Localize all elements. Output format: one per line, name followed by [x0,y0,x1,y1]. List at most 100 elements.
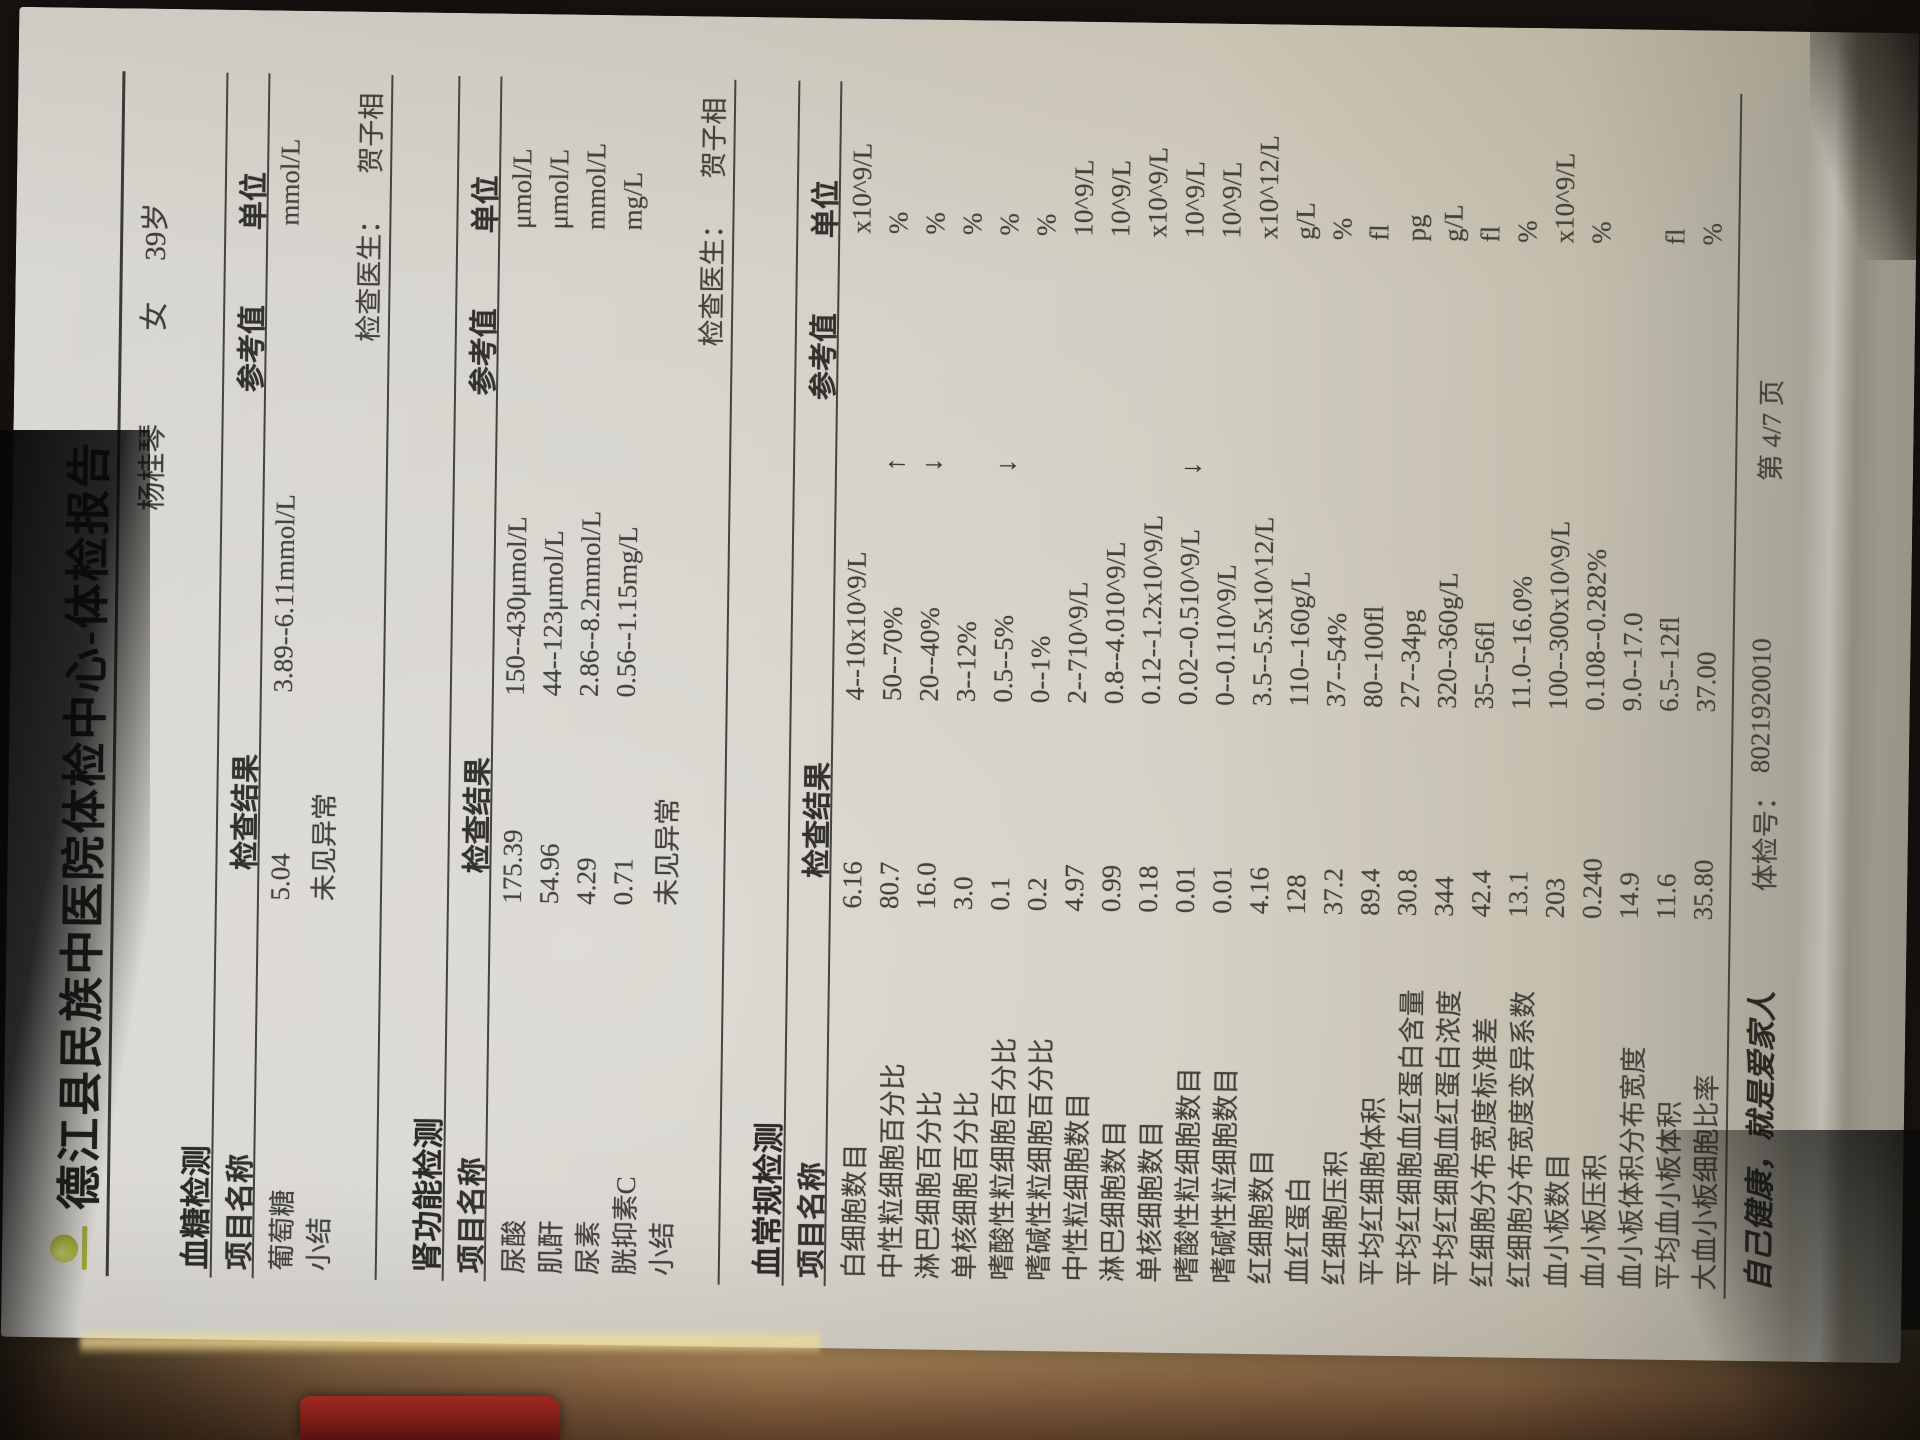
row-item-name: 平均红细胞体积 [1356,1096,1390,1287]
row-item-name: 血小板数目 [1541,1153,1574,1289]
row-result: 6.16 [836,861,868,909]
row-item-name: 尿素 [572,1220,604,1276]
row-result: 4.29 [570,857,602,906]
row-result: 175.39 [496,829,528,904]
exam-number-label: 体检号： [1750,783,1782,892]
row-item-name: 红细胞数目 [1245,1149,1278,1285]
row-reference: 2--710^9/L [1061,581,1094,704]
row-reference: 0.108--0.282% [1579,548,1612,712]
row-item-name: 嗜碱性粒细胞数目 [1208,1067,1242,1284]
summary-value: 未见异常 [308,792,341,902]
row-reference: 37.00 [1690,651,1722,713]
row-unit: g/L [1438,204,1469,243]
row-unit: x10^9/L [846,142,878,234]
row-reference: 0.8--4.010^9/L [1098,541,1132,705]
row-item-name: 葡萄糖 [266,1189,298,1271]
shadow-left [0,430,150,1440]
row-item-name: 嗜酸性粒细胞数目 [1171,1067,1205,1284]
row-result: 30.8 [1391,868,1423,917]
doctor-name: 贺子相 [699,97,731,179]
row-unit: % [994,212,1025,236]
row-result: 0.18 [1132,865,1164,913]
row-unit: μmol/L [543,148,575,230]
row-unit: μmol/L [506,148,538,230]
row-item-name: 淋巴细胞百分比 [912,1090,946,1280]
row-unit: 10^9/L [1068,159,1100,237]
row-reference: 3--12% [950,620,982,703]
row-reference: 0.12--1.2x10^9/L [1135,514,1169,705]
row-unit: x10^9/L [1549,152,1581,244]
row-item-name: 单核细胞数目 [1134,1120,1167,1283]
patient-sex: 女 [138,301,172,331]
row-unit: 10^9/L [1179,160,1211,239]
patient-age: 39岁 [139,202,173,261]
row-result: 0.01 [1206,866,1238,914]
row-result: 11.6 [1650,873,1682,921]
row-reference: 4--10x10^9/L [839,551,872,701]
row-result: 4.16 [1243,866,1275,915]
row-unit: pg [1401,214,1432,242]
row-reference: 35--56fl [1468,620,1500,710]
row-reference: 320--360g/L [1431,572,1464,710]
row-item-name: 嗜酸性粒细胞百分比 [986,1037,1021,1281]
row-unit: % [1512,220,1543,244]
row-reference: 9.0--17.0 [1616,612,1649,712]
row-reference: 2.86--8.2mmol/L [573,510,607,698]
red-object-on-table [300,1396,560,1440]
row-unit: fl [1660,228,1691,246]
row-unit: x10^12/L [1253,134,1285,240]
row-item-name: 胱抑素C [609,1176,642,1276]
abnormal-flag-arrow: ↓ [916,457,948,472]
report-paper: 德江县民族中医院体检中心-体检报告 杨桂琴 女 39岁 血糖检测项目名称检查结果… [0,6,1920,1364]
exam-number-value: 8021920010 [1744,637,1777,774]
row-unit: x10^9/L [1142,146,1174,238]
row-result: 0.2 [1021,877,1053,912]
row-result: 128 [1280,874,1312,915]
row-item-name: 白细胞数目 [838,1143,871,1279]
row-result: 344 [1428,876,1460,917]
row-result: 0.1 [984,876,1016,911]
row-result: 0.71 [607,857,639,906]
row-result: 14.9 [1613,871,1645,920]
paper-edge-highlight [80,1328,820,1354]
row-item-name: 淋巴细胞数目 [1097,1119,1130,1283]
row-reference: 20--40% [913,606,946,702]
row-item-name: 中性粒细胞数目 [1060,1092,1094,1282]
row-reference: 6.5--12fl [1653,616,1686,713]
row-unit: mmol/L [580,142,612,231]
doctor-label: 检查医生： [696,211,729,347]
row-item-name: 尿酸 [498,1219,530,1275]
row-reference: 0.56--1.15mg/L [610,526,644,698]
row-result: 16.0 [910,862,942,910]
row-reference: 80--100fl [1357,605,1390,708]
row-item-name: 肌酐 [535,1220,567,1275]
row-reference: 37--54% [1320,612,1353,708]
row-unit: % [920,211,951,235]
row-unit: g/L [1290,202,1321,240]
row-reference: 3.89--6.11mmol/L [267,493,301,693]
row-item-name: 红细胞压积 [1319,1150,1352,1286]
row-reference: 44--123μmol/L [536,530,570,697]
row-result: 0.99 [1095,864,1127,913]
row-result: 0.240 [1576,857,1608,920]
row-reference: 11.0--16.0% [1505,575,1538,711]
doctor-name: 贺子相 [356,92,388,174]
row-unit: % [1697,222,1728,246]
row-result: 80.7 [873,861,905,910]
summary-label: 小结 [646,1221,678,1277]
row-unit: % [1031,213,1062,237]
abnormal-flag-arrow: ↑ [879,457,911,472]
row-result: 35.80 [1687,859,1719,921]
row-unit: % [883,211,914,235]
row-result: 3.0 [947,876,979,911]
row-result: 4.97 [1058,864,1090,912]
row-reference: 100--300x10^9/L [1542,520,1576,711]
row-result: 37.2 [1317,867,1349,916]
row-item-name: 红细胞分布宽度标准差 [1467,1017,1502,1288]
row-result: 13.1 [1502,870,1534,919]
row-unit: % [1586,221,1617,245]
row-result: 203 [1539,877,1571,919]
row-item-name: 血红蛋白 [1282,1176,1315,1285]
row-reference: 0.5--5% [987,614,1019,703]
